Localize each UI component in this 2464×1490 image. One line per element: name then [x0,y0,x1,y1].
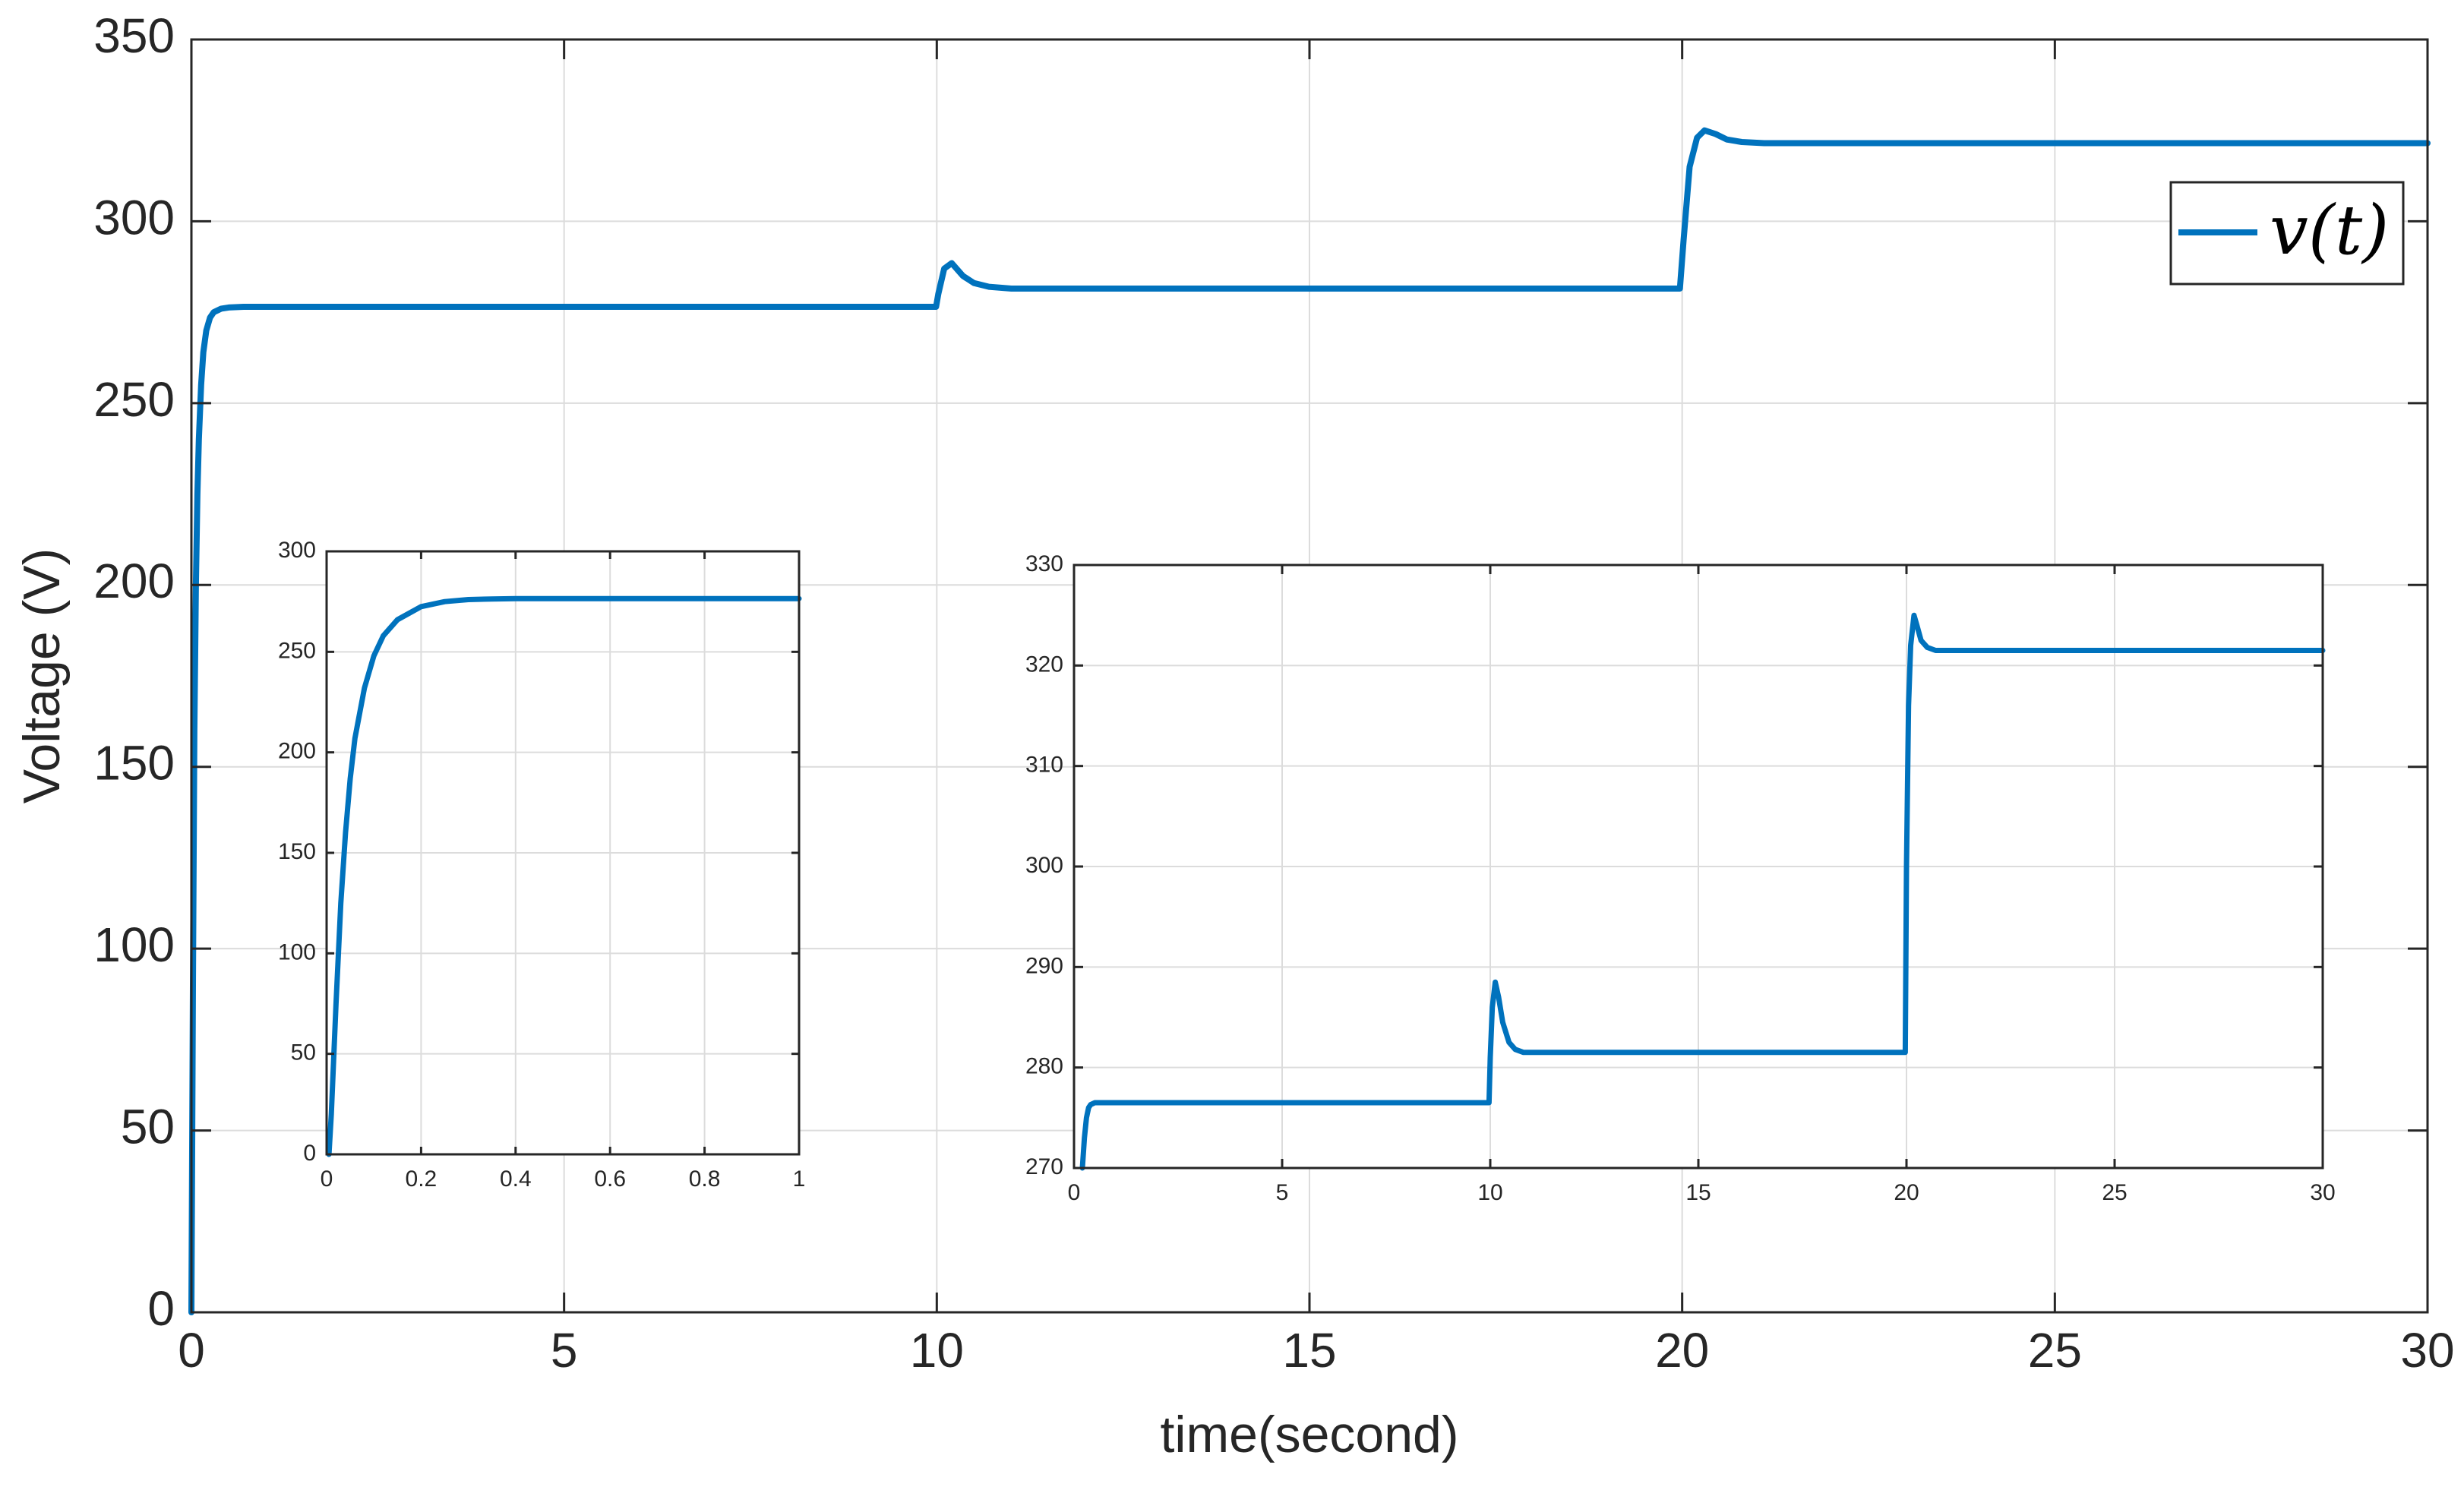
inset-startup-ytick-label: 200 [278,739,316,764]
main-xtick-label: 10 [910,1323,964,1378]
inset-startup-xtick-label: 0.8 [689,1166,721,1192]
inset-zoom-ytick-label: 320 [1025,652,1063,677]
inset-startup-xtick-label: 0.2 [406,1166,438,1192]
inset-zoom-ytick-label: 270 [1025,1154,1063,1179]
inset-zoom-xtick-label: 20 [1894,1180,1919,1205]
main-ytick-label: 150 [93,736,175,791]
main-ytick-label: 250 [93,372,175,427]
main-ytick-label: 200 [93,554,175,608]
inset-startup-ytick-label: 100 [278,939,316,964]
main-ytick-label: 300 [93,190,175,245]
inset-zoom-ytick-label: 310 [1025,753,1063,778]
inset-zoom-xtick-label: 0 [1068,1180,1081,1205]
inset-zoom-xtick-label: 10 [1477,1180,1502,1205]
inset-zoom-xtick-label: 25 [2102,1180,2127,1205]
inset-zoom-ytick-label: 330 [1025,551,1063,576]
main-y-axis-label: Voltage (V) [13,548,71,803]
main-xtick-label: 30 [2400,1323,2454,1378]
inset-zoom-xtick-label: 30 [2310,1180,2335,1205]
inset-startup-xtick-label: 0.4 [500,1166,532,1192]
inset-zoom-ytick-label: 300 [1025,853,1063,878]
main-ytick-label: 350 [93,8,175,63]
main-ytick-label: 100 [93,917,175,972]
inset-startup-ytick-label: 0 [303,1141,316,1166]
inset-zoom-axes: 0 5 10 15 20 25 30 270 280 290 300 310 320 330 [1025,551,2336,1205]
legend: v(t) [2169,181,2405,286]
inset-zoom-xtick-label: 15 [1685,1180,1711,1205]
inset-startup-xtick-label: 0 [321,1166,333,1192]
main-xtick-label: 20 [1655,1323,1709,1378]
main-xtick-label: 0 [178,1323,205,1378]
main-series-line-0 [188,127,2431,1315]
legend-label-vt: v(t) [2270,191,2389,270]
inset-zoom-xtick-label: 5 [1276,1180,1289,1205]
inset-startup-axes: 0 0.2 0.4 0.6 0.8 1 0 50 100 150 200 250 300 [278,538,805,1192]
inset-startup-ytick-label: 250 [278,638,316,663]
main-xtick-label: 15 [1282,1323,1336,1378]
inset-zoom-ytick-label: 290 [1025,953,1063,978]
main-ytick-label: 50 [121,1099,175,1154]
inset-startup-ytick-label: 300 [278,538,316,563]
inset-startup-xtick-label: 1 [793,1166,806,1192]
inset-startup-series-line-0 [326,595,802,1157]
inset-zoom-series-line-0 [1079,612,2326,1171]
main-x-axis-label: time(second) [1160,1406,1458,1463]
main-xtick-label: 5 [551,1323,578,1378]
inset-startup-ytick-label: 50 [291,1040,316,1065]
main-xtick-label: 25 [2028,1323,2082,1378]
inset-startup-xtick-label: 0.6 [594,1166,626,1192]
inset-zoom-ytick-label: 280 [1025,1054,1063,1079]
inset-startup-ytick-label: 150 [278,839,316,864]
main-ytick-label: 0 [147,1281,175,1336]
